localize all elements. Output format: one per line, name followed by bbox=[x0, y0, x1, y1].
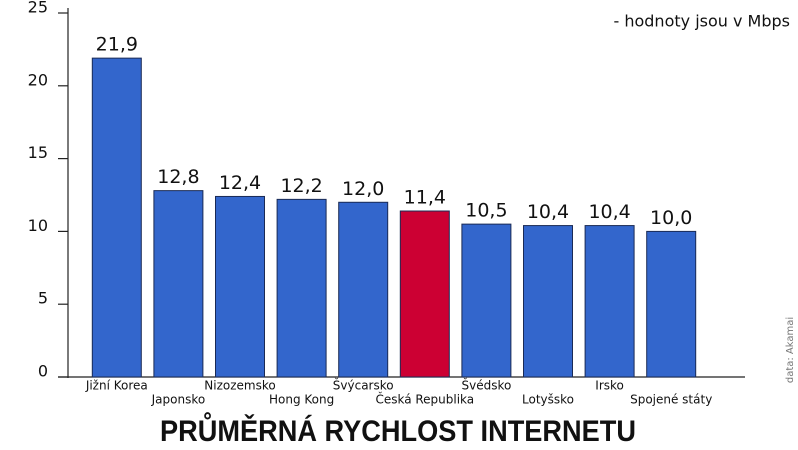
x-tick-label: Japonsko bbox=[151, 393, 206, 407]
value-label: 10,5 bbox=[465, 200, 507, 222]
y-tick-label: 25 bbox=[28, 0, 48, 17]
y-tick-label: 10 bbox=[28, 216, 48, 235]
bar bbox=[523, 225, 573, 378]
x-tick-label: Jižní Korea bbox=[85, 379, 148, 393]
x-tick-label: Spojené státy bbox=[630, 393, 712, 407]
y-tick-label: 0 bbox=[38, 362, 48, 381]
value-label: 12,0 bbox=[342, 178, 384, 200]
bar bbox=[215, 195, 265, 378]
y-tick-label: 20 bbox=[28, 70, 48, 89]
source: data: Akamai bbox=[785, 317, 796, 383]
value-label: 11,4 bbox=[404, 187, 446, 209]
bar bbox=[461, 223, 512, 378]
value-label: 12,4 bbox=[219, 172, 261, 194]
bar bbox=[276, 198, 327, 378]
x-tick-label: Nizozemsko bbox=[204, 379, 275, 393]
value-label: 10,4 bbox=[588, 201, 630, 223]
x-tick-label: Lotyšsko bbox=[522, 393, 574, 407]
x-tick-label: Hong Kong bbox=[269, 393, 334, 407]
y-tick-label: 15 bbox=[28, 143, 48, 162]
bar bbox=[646, 230, 697, 378]
x-tick-label: Švýcarsko bbox=[333, 378, 394, 393]
bar bbox=[584, 225, 635, 378]
annotation: - hodnoty jsou v Mbps bbox=[613, 12, 790, 31]
value-label: 10,4 bbox=[527, 201, 569, 223]
value-label: 21,9 bbox=[96, 34, 138, 56]
value-label: 10,0 bbox=[650, 207, 692, 229]
bar bbox=[91, 57, 142, 378]
x-tick-label: Irsko bbox=[595, 379, 624, 393]
bar bbox=[338, 201, 389, 378]
bar bbox=[399, 210, 450, 378]
bar bbox=[153, 190, 204, 378]
x-tick-label: Švédsko bbox=[461, 378, 511, 393]
value-label: 12,2 bbox=[280, 175, 322, 197]
chart-title: PRŮMĚRNÁ RYCHLOST INTERNETU bbox=[160, 412, 636, 448]
value-label: 12,8 bbox=[157, 166, 199, 188]
y-tick-label: 5 bbox=[38, 289, 48, 308]
x-tick-label: Česká Republika bbox=[375, 392, 474, 407]
